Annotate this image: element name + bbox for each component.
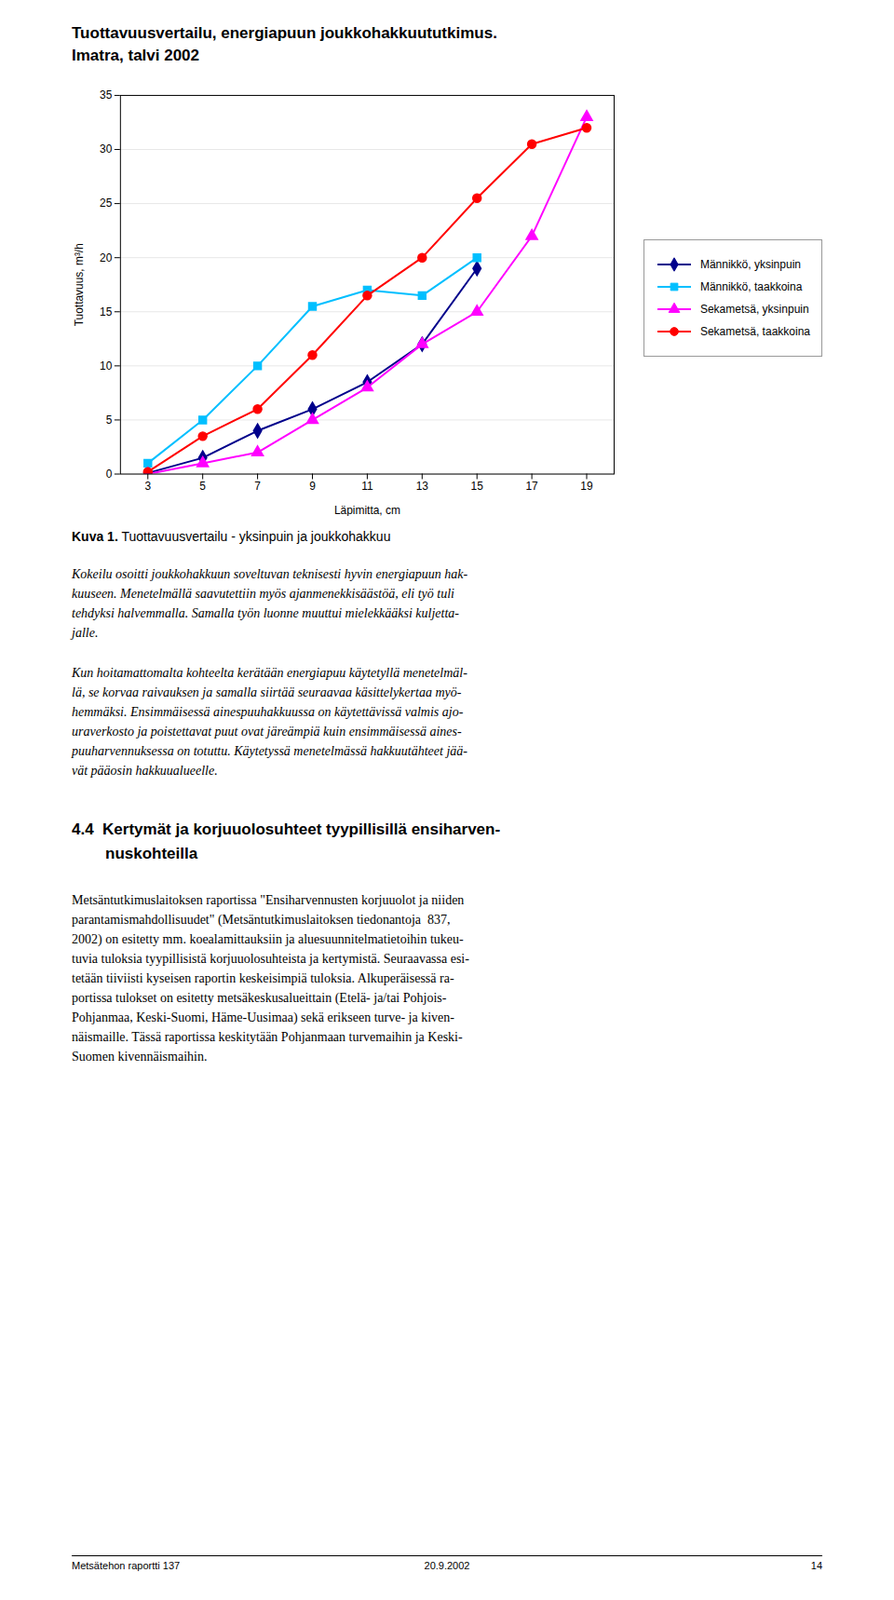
svg-text:19: 19 xyxy=(580,479,594,493)
svg-text:20: 20 xyxy=(99,251,113,265)
svg-text:30: 30 xyxy=(99,142,113,156)
html-text:20.9.2002: 20.9.2002 xyxy=(424,1559,470,1572)
html-text:jalle.: jalle. xyxy=(71,626,99,641)
html-text:tuvia tuloksia tyypillisistä k: tuvia tuloksia tyypillisistä korjuuolosu… xyxy=(71,952,470,967)
svg-text:15: 15 xyxy=(99,305,113,319)
svg-text:0: 0 xyxy=(106,467,113,481)
html-text:Metsätehon raportti 137: Metsätehon raportti 137 xyxy=(71,1559,180,1572)
html-text:Kokeilu osoitti joukkohakkuun: Kokeilu osoitti joukkohakkuun soveltuvan… xyxy=(71,567,468,582)
html-text:Tuottavuusvertailu, energiapuu: Tuottavuusvertailu, energiapuun joukkoha… xyxy=(71,24,498,42)
html-text:Pohjanmaa, Keski-Suomi, Häme-U: Pohjanmaa, Keski-Suomi, Häme-Uusimaa) se… xyxy=(71,1010,455,1025)
html-text:tetään tiiviisti kyseisen rapo: tetään tiiviisti kyseisen raportin keske… xyxy=(71,971,455,986)
html-text:kuuseen. Menetelmällä saavutet: kuuseen. Menetelmällä saavutettiin myös … xyxy=(71,587,455,602)
html-text:lä, se korvaa raivauksen ja sa: lä, se korvaa raivauksen ja samalla siir… xyxy=(71,685,462,700)
html-text:vät pääosin hakkuualueelle.: vät pääosin hakkuualueelle. xyxy=(71,763,218,778)
html-text:14: 14 xyxy=(810,1559,823,1572)
svg-text:35: 35 xyxy=(99,88,113,102)
html-text:portissa tulokset on esitetty: portissa tulokset on esitetty metsäkesku… xyxy=(71,991,447,1006)
svg-text:13: 13 xyxy=(416,479,430,493)
svg-text:10: 10 xyxy=(99,359,113,373)
html-text:hemmäksi. Ensimmäisessä ainesp: hemmäksi. Ensimmäisessä ainespuuhakkuuss… xyxy=(71,705,464,720)
svg-text:5: 5 xyxy=(106,413,113,427)
svg-text:3: 3 xyxy=(144,479,151,493)
html-text:Kun hoitamattomalta kohteelta: Kun hoitamattomalta kohteelta kerätään e… xyxy=(71,666,468,681)
html-text:Sekametsä, taakkoina: Sekametsä, taakkoina xyxy=(700,325,811,339)
html-text:Männikkö, taakkoina: Männikkö, taakkoina xyxy=(700,280,803,294)
html-text:nuskohteilla: nuskohteilla xyxy=(105,845,198,863)
html-text:parantamismahdollisuudet" (Met: parantamismahdollisuudet" (Metsäntutkimu… xyxy=(71,912,451,927)
svg-text:17: 17 xyxy=(525,479,539,493)
svg-text:25: 25 xyxy=(99,196,113,210)
svg-text:9: 9 xyxy=(309,479,316,493)
svg-text:11: 11 xyxy=(361,479,374,493)
html-text:4.4 Kertymät ja korjuuolosuhte: 4.4 Kertymät ja korjuuolosuhteet tyypill… xyxy=(71,820,501,839)
html-text:2002) on esitetty mm. koealami: 2002) on esitetty mm. koealamittauksiin … xyxy=(71,932,464,947)
html-text:Sekametsä, yksinpuin: Sekametsä, yksinpuin xyxy=(700,302,809,316)
html-text:Suomen kivennäismaihin.: Suomen kivennäismaihin. xyxy=(71,1049,208,1064)
svg-text:7: 7 xyxy=(254,479,261,493)
svg-text:15: 15 xyxy=(471,479,485,493)
svg-text:Läpimitta, cm: Läpimitta, cm xyxy=(334,503,401,516)
svg-text:Tuottavuus, m³/h: Tuottavuus, m³/h xyxy=(72,243,86,326)
html-text:puuharvennuksessa on totuttu.: puuharvennuksessa on totuttu. Käytetyssä… xyxy=(71,744,468,759)
html-text:Imatra, talvi 2002: Imatra, talvi 2002 xyxy=(71,46,200,65)
html-text:näismaille. Tässä raportissa k: näismaille. Tässä raportissa keskitytään… xyxy=(71,1030,463,1045)
html-text:Metsäntutkimuslaitoksen raport: Metsäntutkimuslaitoksen raportissa "Ensi… xyxy=(71,893,465,908)
html-text:Männikkö, yksinpuin: Männikkö, yksinpuin xyxy=(700,258,801,272)
html-text:uraverkosto ja poistettavat pu: uraverkosto ja poistettavat puut ovat jä… xyxy=(71,724,462,739)
html-text:tehdyksi halvemmalla. Samalla: tehdyksi halvemmalla. Samalla työn luonn… xyxy=(71,606,460,621)
html-text:Kuva 1. Tuottavuusvertailu - y: Kuva 1. Tuottavuusvertailu - yksinpuin j… xyxy=(71,529,391,545)
svg-text:5: 5 xyxy=(199,479,206,493)
